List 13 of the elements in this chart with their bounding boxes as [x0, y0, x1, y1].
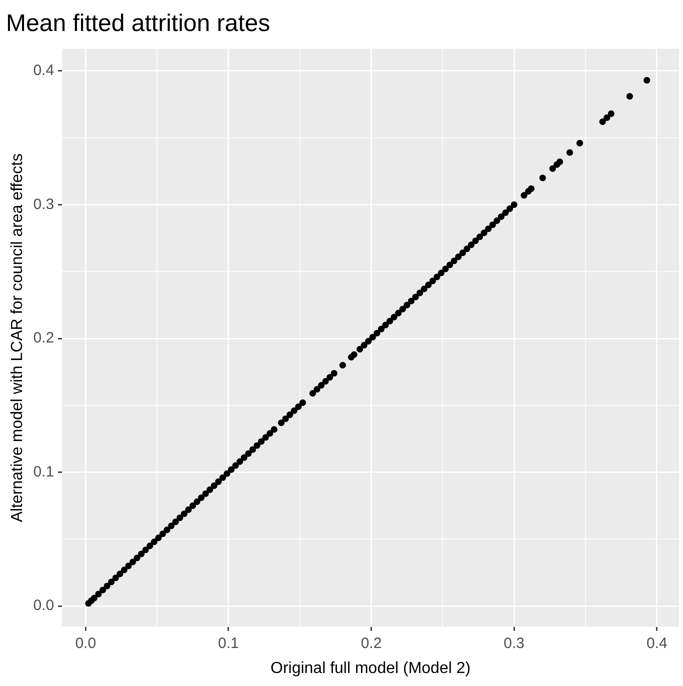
x-axis-title: Original full model (Model 2): [270, 660, 471, 677]
x-tick-label: 0.2: [360, 634, 382, 652]
x-tick-label: 0.0: [75, 634, 96, 652]
y-tick-label: 0.1: [33, 463, 54, 480]
y-tick-label: 0.0: [33, 597, 54, 614]
y-tick-label: 0.4: [33, 62, 54, 80]
x-tick-label: 0.4: [646, 634, 668, 652]
y-tick-label: 0.2: [33, 330, 54, 347]
x-tick-label: 0.1: [218, 634, 239, 652]
x-tick-label: 0.3: [504, 634, 524, 652]
y-axis-title: Alternative model with LCAR for council area effects: [9, 153, 26, 522]
chart-title: Mean fitted attrition rates: [6, 10, 270, 38]
y-tick-label: 0.3: [33, 196, 54, 213]
